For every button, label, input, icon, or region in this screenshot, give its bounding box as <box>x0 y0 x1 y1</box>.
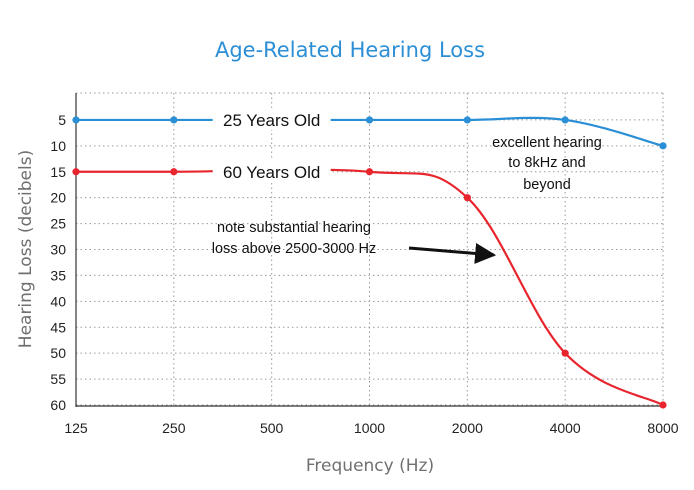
y-axis-title: Hearing Loss (decibels) <box>16 150 36 348</box>
series-labels: 25 Years Old 60 Years Old <box>212 107 331 182</box>
y-tick-label: 60 <box>50 397 66 413</box>
annotation-loss-line-1: note substantial hearing <box>217 220 371 236</box>
y-tick-label: 10 <box>50 138 66 154</box>
x-tick-label: 8000 <box>647 420 678 436</box>
series-25-years-point <box>659 142 667 150</box>
x-tick-label: 500 <box>260 420 284 436</box>
axes: 5 10 15 20 25 30 35 40 45 50 55 60 125 250 500 1000 2000… <box>50 93 679 436</box>
annotation-loss-line-2: loss above 2500-3000 Hz <box>212 241 376 257</box>
y-tick-label: 35 <box>50 267 66 283</box>
y-tick-label: 30 <box>50 242 66 258</box>
annotations: excellent hearing to 8kHz and beyond not… <box>212 135 602 264</box>
series-25-years-point <box>365 116 374 124</box>
annotation-excellent-line-1: excellent hearing <box>492 135 602 151</box>
series-points <box>72 116 667 409</box>
y-tick-label: 40 <box>50 293 66 309</box>
y-tick-label: 45 <box>50 319 66 335</box>
x-tick-label: 2000 <box>452 420 483 436</box>
series-25-years-point <box>72 116 80 124</box>
series-60-years-point <box>170 168 178 176</box>
y-tick-label: 55 <box>50 371 66 387</box>
x-tick-label: 125 <box>64 420 88 436</box>
x-tick-label: 4000 <box>550 420 581 436</box>
series-60-years-label-bg <box>212 159 331 182</box>
series-60-years-point <box>72 168 80 176</box>
x-tick-label: 1000 <box>354 420 385 436</box>
annotation-excellent-line-2: to 8kHz and <box>508 155 585 171</box>
y-tick-label: 20 <box>50 190 66 206</box>
chart-title: Age-Related Hearing Loss <box>215 38 485 62</box>
series-60-years-point <box>561 349 569 357</box>
series-25-years-label: 25 Years Old <box>223 111 320 130</box>
series-60-years-point <box>659 401 667 409</box>
y-tick-label: 25 <box>50 216 66 232</box>
y-tick-label: 50 <box>50 345 66 361</box>
series-25-years-point <box>170 116 178 124</box>
series-60-years-point <box>463 194 471 202</box>
annotation-arrow <box>408 242 497 264</box>
y-tick-label: 5 <box>58 112 66 128</box>
series-60-years-point <box>365 168 374 176</box>
series-25-years-point <box>463 116 471 124</box>
annotation-excellent-line-3: beyond <box>523 177 571 193</box>
series-25-years-point <box>561 116 569 124</box>
x-tick-label: 250 <box>162 420 186 436</box>
series-60-years-label: 60 Years Old <box>223 163 320 182</box>
y-tick-label: 15 <box>50 164 66 180</box>
series-25-years-label-bg <box>212 107 331 130</box>
x-axis-title: Frequency (Hz) <box>306 456 434 476</box>
